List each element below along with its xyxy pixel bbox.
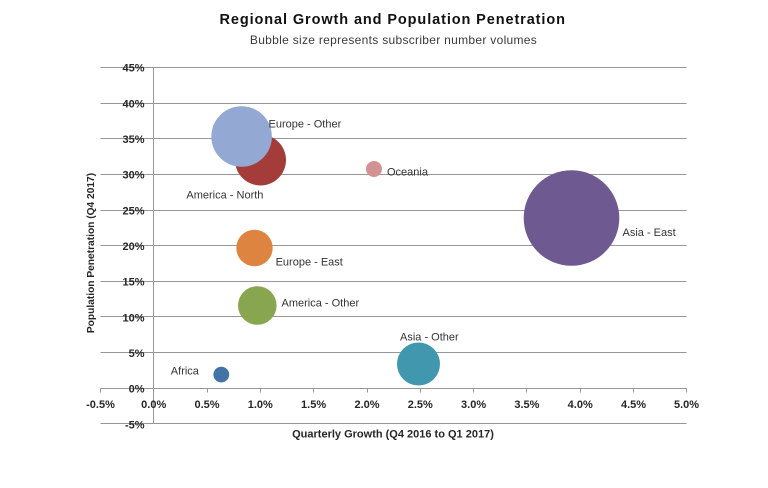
svg-text:30%: 30% (122, 170, 144, 182)
svg-text:Asia - Other: Asia - Other (400, 332, 459, 344)
svg-text:5%: 5% (129, 348, 145, 360)
svg-text:2.5%: 2.5% (408, 399, 433, 411)
svg-text:10%: 10% (122, 312, 144, 324)
svg-text:Bubble size represents subscri: Bubble size represents subscriber number… (250, 33, 537, 47)
svg-text:0%: 0% (129, 384, 145, 396)
svg-text:-0.5%: -0.5% (86, 399, 115, 411)
svg-text:45%: 45% (122, 63, 144, 75)
svg-text:0.0%: 0.0% (141, 399, 166, 411)
svg-text:40%: 40% (122, 98, 144, 110)
svg-text:1.5%: 1.5% (301, 399, 326, 411)
svg-text:America - Other: America - Other (282, 298, 360, 310)
svg-text:4.5%: 4.5% (621, 399, 646, 411)
svg-text:Population Penetration (Q4 201: Population Penetration (Q4 2017) (86, 173, 97, 333)
svg-text:3.5%: 3.5% (514, 399, 539, 411)
svg-text:3.0%: 3.0% (461, 399, 486, 411)
svg-text:Asia - East: Asia - East (623, 227, 676, 239)
svg-text:4.0%: 4.0% (568, 399, 593, 411)
svg-text:Africa: Africa (171, 366, 200, 378)
svg-text:Oceania: Oceania (387, 167, 429, 179)
svg-text:25%: 25% (122, 205, 144, 217)
svg-text:1.0%: 1.0% (248, 399, 273, 411)
svg-text:0.5%: 0.5% (194, 399, 219, 411)
svg-text:-5%: -5% (125, 419, 145, 431)
svg-text:15%: 15% (122, 277, 144, 289)
svg-text:America - North: America - North (186, 190, 263, 202)
svg-text:2.0%: 2.0% (354, 399, 379, 411)
svg-text:Europe - East: Europe - East (276, 257, 343, 269)
svg-text:5.0%: 5.0% (674, 399, 699, 411)
svg-text:20%: 20% (122, 241, 144, 253)
svg-text:Quarterly Growth (Q4 2016 to Q: Quarterly Growth (Q4 2016 to Q1 2017) (292, 429, 494, 441)
svg-text:Regional Growth and Population: Regional Growth and Population Penetrati… (220, 12, 566, 28)
svg-text:Europe - Other: Europe - Other (269, 119, 342, 131)
svg-text:35%: 35% (122, 134, 144, 146)
